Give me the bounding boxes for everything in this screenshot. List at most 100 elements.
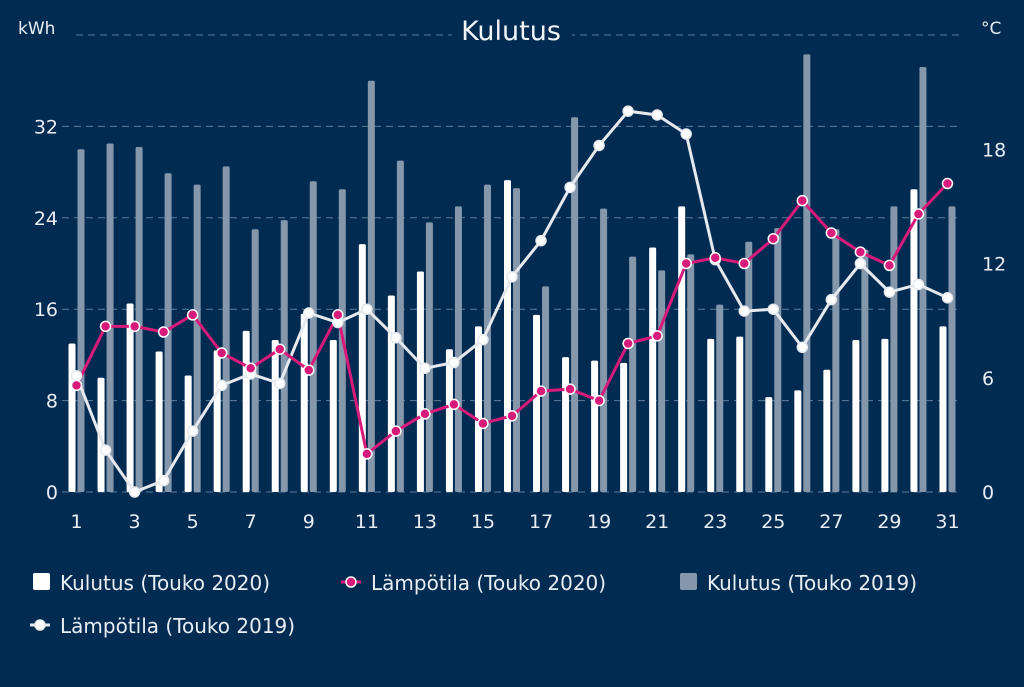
bar-2020[interactable] [910, 189, 918, 493]
point-2020[interactable] [506, 410, 518, 422]
point-2019[interactable] [622, 105, 634, 117]
bar-2020[interactable] [678, 206, 686, 492]
bar-2019[interactable] [890, 206, 898, 492]
point-2020[interactable] [186, 309, 199, 321]
bar-2020[interactable] [329, 340, 337, 492]
point-2019[interactable] [506, 271, 518, 283]
bar-2020[interactable] [504, 180, 511, 492]
bar-2019[interactable] [367, 80, 375, 492]
legend-item-kulutus-2019[interactable]: Kulutus (Touko 2019) [680, 571, 917, 595]
bar-2020[interactable] [445, 349, 453, 492]
point-2019[interactable] [215, 379, 228, 392]
point-2019[interactable] [361, 303, 373, 315]
bar-2020[interactable] [387, 295, 395, 492]
bar-2019[interactable] [309, 181, 317, 493]
bar-2020[interactable] [271, 340, 279, 492]
legend-item-lampotila-2020[interactable]: Lämpötila (Touko 2020) [341, 571, 606, 595]
legend-item-lampotila-2019[interactable]: Lämpötila (Touko 2019) [30, 614, 295, 638]
bar-2019[interactable] [687, 254, 695, 492]
bar-2020[interactable] [823, 369, 831, 492]
bar-2020[interactable] [707, 338, 715, 492]
bar-2020[interactable] [881, 338, 889, 492]
bar-2019[interactable] [774, 228, 782, 492]
point-2020[interactable] [796, 194, 809, 207]
bar-2019[interactable] [629, 256, 637, 492]
point-2020[interactable] [883, 259, 896, 272]
point-2020[interactable] [390, 425, 402, 437]
point-2019[interactable] [593, 139, 605, 152]
bar-2020[interactable] [939, 326, 947, 492]
point-2020[interactable] [941, 177, 954, 190]
bar-2019[interactable] [571, 117, 579, 492]
bar-2019[interactable] [513, 188, 520, 492]
bar-2019[interactable] [135, 146, 143, 492]
bar-2020[interactable] [649, 247, 657, 492]
bar-2019[interactable] [425, 222, 433, 492]
point-2020[interactable] [303, 364, 315, 376]
point-2019[interactable] [767, 303, 780, 315]
point-2020[interactable] [99, 320, 112, 333]
bar-2019[interactable] [716, 304, 724, 492]
bar-2019[interactable] [919, 66, 927, 493]
point-2019[interactable] [883, 286, 896, 298]
bar-2020[interactable] [300, 313, 308, 492]
point-2019[interactable] [448, 356, 460, 369]
point-2019[interactable] [477, 333, 489, 346]
point-2020[interactable] [419, 408, 431, 420]
point-2020[interactable] [564, 383, 576, 395]
point-2019[interactable] [651, 109, 663, 121]
point-2019[interactable] [186, 425, 199, 437]
point-2019[interactable] [941, 292, 954, 304]
point-2019[interactable] [128, 486, 141, 498]
bar-2020[interactable] [794, 390, 802, 492]
point-2020[interactable] [912, 208, 925, 220]
bar-2019[interactable] [861, 249, 869, 492]
point-2020[interactable] [854, 246, 867, 258]
point-2020[interactable] [680, 257, 692, 270]
point-2019[interactable] [419, 362, 431, 374]
point-2019[interactable] [535, 234, 547, 247]
point-2019[interactable] [99, 444, 112, 456]
point-2020[interactable] [651, 330, 663, 342]
bar-2019[interactable] [77, 149, 85, 492]
bar-2019[interactable] [600, 208, 608, 492]
bar-2020[interactable] [474, 326, 482, 492]
point-2020[interactable] [128, 320, 141, 333]
bar-2020[interactable] [852, 340, 860, 492]
bar-2020[interactable] [591, 360, 599, 492]
point-2019[interactable] [273, 377, 286, 390]
bar-2020[interactable] [765, 397, 773, 492]
point-2020[interactable] [477, 417, 489, 430]
point-2020[interactable] [767, 232, 780, 245]
point-2020[interactable] [215, 347, 228, 359]
bar-2020[interactable] [416, 271, 424, 492]
bar-2019[interactable] [454, 206, 462, 492]
bar-2020[interactable] [736, 336, 744, 492]
bar-2019[interactable] [106, 143, 114, 492]
point-2019[interactable] [303, 307, 315, 319]
bar-2019[interactable] [280, 220, 288, 492]
point-2019[interactable] [796, 341, 809, 354]
legend-item-kulutus-2020[interactable]: Kulutus (Touko 2020) [33, 571, 270, 595]
bar-2020[interactable] [620, 362, 628, 492]
bar-2020[interactable] [68, 343, 76, 492]
bar-2020[interactable] [155, 351, 163, 492]
point-2020[interactable] [273, 343, 286, 355]
point-2020[interactable] [361, 448, 373, 460]
point-2020[interactable] [448, 398, 460, 411]
point-2020[interactable] [70, 379, 83, 392]
bar-2020[interactable] [213, 350, 221, 492]
bar-2020[interactable] [126, 303, 134, 492]
point-2020[interactable] [332, 309, 344, 321]
bar-2019[interactable] [948, 206, 956, 492]
bar-2019[interactable] [745, 241, 753, 492]
bar-2019[interactable] [832, 229, 840, 492]
point-2020[interactable] [535, 385, 547, 397]
point-2019[interactable] [825, 293, 838, 306]
point-2020[interactable] [622, 337, 634, 350]
bar-2019[interactable] [803, 54, 811, 493]
point-2019[interactable] [564, 181, 576, 194]
point-2019[interactable] [854, 257, 867, 270]
bar-2019[interactable] [193, 184, 201, 493]
point-2019[interactable] [390, 332, 402, 344]
